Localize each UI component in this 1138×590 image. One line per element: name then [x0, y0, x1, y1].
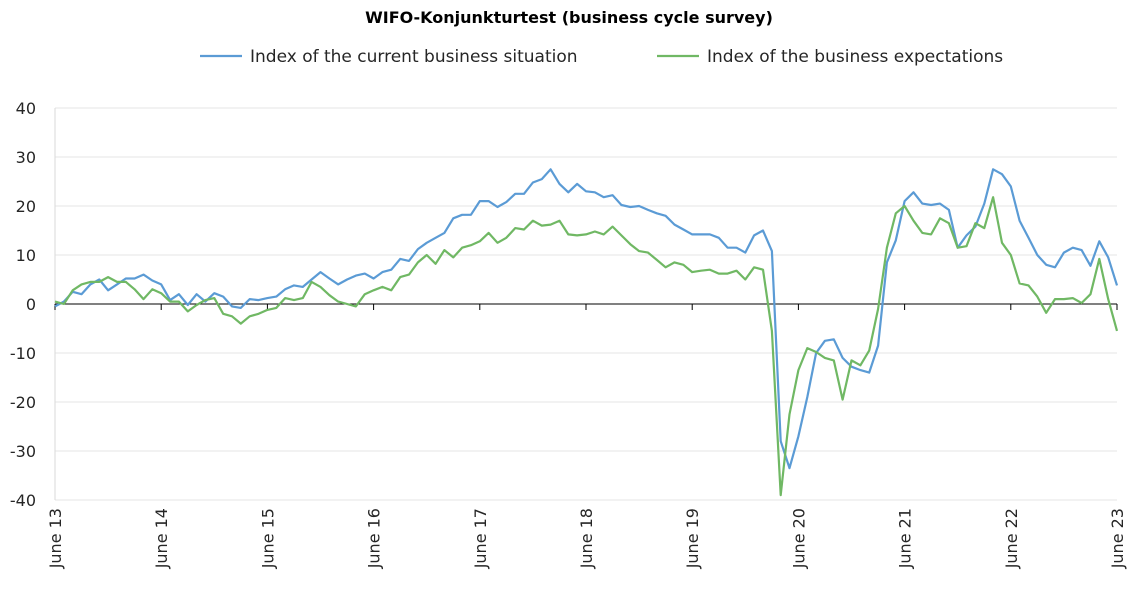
y-tick-label: -20	[10, 393, 36, 412]
x-tick-label: June 18	[577, 508, 596, 569]
legend: Index of the current business situation I…	[200, 47, 1003, 67]
x-tick-label: June 15	[258, 508, 277, 569]
series-line-1	[54, 168, 1119, 470]
y-tick-label: 20	[16, 197, 36, 216]
axis-layer: 40 30 20 10 0 -10 -20 -30 -40 June 13 June 14 June …	[10, 99, 1127, 569]
x-tick-label: June 20	[789, 508, 808, 569]
y-tick-label: -30	[10, 442, 36, 461]
x-tick-label: June 19	[683, 508, 702, 569]
x-tick-label: June 13	[46, 508, 65, 569]
legend-label-2: Index of the business expectations	[707, 47, 1003, 67]
series-layer	[54, 168, 1119, 497]
x-tick-label: June 23	[1108, 508, 1127, 569]
y-tick-label: 0	[26, 295, 36, 314]
y-tick-label: 10	[16, 246, 36, 265]
chart-title: WIFO-Konjunkturtest (business cycle surv…	[365, 8, 773, 27]
y-tick-label: 40	[16, 99, 36, 118]
legend-label-1: Index of the current business situation	[250, 47, 578, 67]
x-tick-label: June 17	[471, 508, 490, 569]
x-tick-label: June 21	[896, 508, 915, 569]
y-tick-label: 30	[16, 148, 36, 167]
y-tick-label: -40	[10, 491, 36, 510]
grid-layer	[55, 107, 1117, 501]
x-tick-label: June 16	[365, 508, 384, 569]
x-tick-label: June 14	[152, 508, 171, 569]
x-tick-label: June 22	[1002, 508, 1021, 569]
series-line-2	[54, 196, 1119, 497]
y-tick-label: -10	[10, 344, 36, 363]
